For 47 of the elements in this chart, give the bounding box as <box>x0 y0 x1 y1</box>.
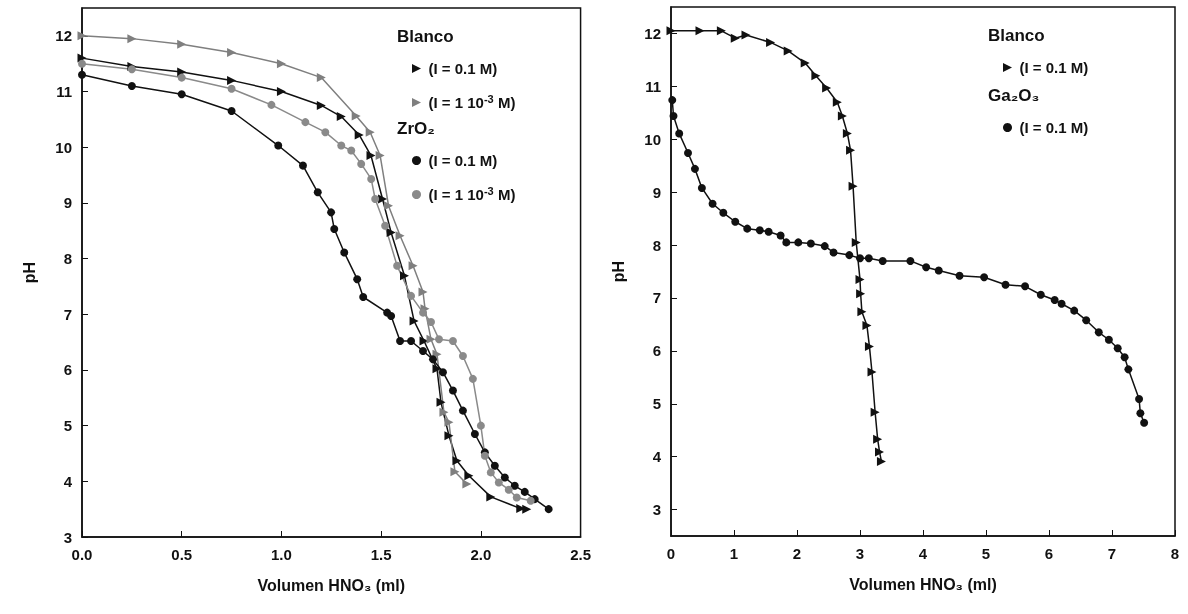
y-tick-label: 10 <box>644 130 661 148</box>
y-axis-title: pH <box>20 261 38 284</box>
x-tick-label: 5 <box>981 545 991 562</box>
y-tick-label: 8 <box>652 236 661 254</box>
x-tick-label: 2.5 <box>570 546 591 563</box>
x-tick-label: 0 <box>666 545 676 562</box>
y-axis-title: pH <box>609 260 627 283</box>
y-tick-label: 3 <box>63 528 72 546</box>
x-tick-label: 1.5 <box>370 546 392 563</box>
x-tick-label: 0.5 <box>171 546 193 563</box>
y-tick-label: 6 <box>63 361 72 379</box>
y-tick-label: 7 <box>652 289 661 307</box>
x-tick-label: 1 <box>729 545 739 562</box>
x-tick-label: 8 <box>1170 545 1180 562</box>
y-tick-label: 3 <box>652 501 661 519</box>
legend-label: (I = 0.1 M) <box>1019 59 1089 76</box>
x-axis-title: Volumen HNO₃ (ml) <box>849 575 997 593</box>
y-tick-label: 9 <box>652 183 661 201</box>
y-tick-label: 6 <box>652 342 661 360</box>
y-tick-label: 7 <box>63 305 72 323</box>
y-tick-label: 11 <box>56 83 72 101</box>
annotation: ZrO₂ <box>397 119 435 138</box>
x-tick-label: 3 <box>855 545 865 562</box>
y-tick-label: 12 <box>644 24 661 42</box>
x-tick-label: 0.0 <box>71 546 93 563</box>
x-tick-label: 4 <box>918 545 928 562</box>
legend-label: (I = 0.1 M) <box>428 152 498 169</box>
y-tick-label: 9 <box>63 194 72 212</box>
x-tick-label: 2.0 <box>470 546 492 563</box>
x-tick-label: 1.0 <box>271 546 292 563</box>
annotation: Blanco <box>397 27 454 46</box>
y-tick-label: 8 <box>63 250 72 268</box>
x-tick-label: 2 <box>792 545 802 562</box>
x-axis-title: Volumen HNO₃ (ml) <box>257 576 406 594</box>
legend-label: (I = 0.1 M) <box>1019 119 1089 136</box>
y-tick-label: 4 <box>652 448 662 466</box>
y-tick-label: 10 <box>55 138 72 156</box>
legend-label: (I = 0.1 M) <box>428 60 498 77</box>
x-tick-label: 6 <box>1044 545 1054 562</box>
y-tick-label: 12 <box>55 27 72 45</box>
y-tick-label: 5 <box>652 395 661 413</box>
y-tick-label: 11 <box>645 77 661 95</box>
annotation: Blanco <box>988 26 1045 45</box>
y-tick-label: 5 <box>63 417 72 435</box>
x-tick-label: 7 <box>1107 545 1117 562</box>
annotation: Ga₂O₃ <box>988 86 1040 105</box>
y-tick-label: 4 <box>63 472 73 490</box>
